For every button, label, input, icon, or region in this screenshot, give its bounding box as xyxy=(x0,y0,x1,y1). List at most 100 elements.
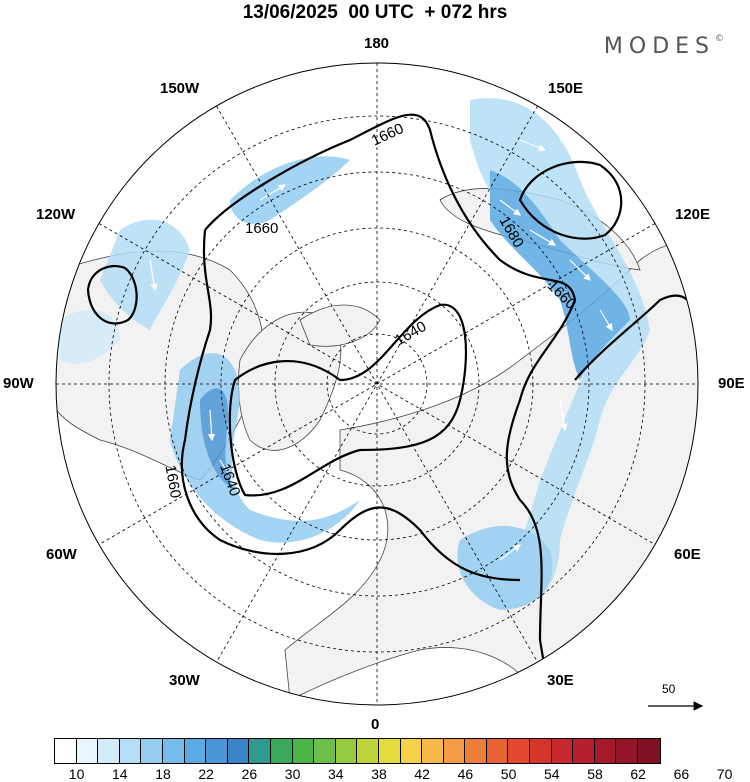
colorbar-tick-label: 62 xyxy=(630,766,646,782)
colorbar-tick-label: 58 xyxy=(587,766,603,782)
colorbar-swatch xyxy=(55,739,77,763)
contour-1680-loop xyxy=(518,160,623,240)
colorbar-tick-label: 18 xyxy=(155,766,171,782)
wind-arrow xyxy=(569,259,591,281)
jet-band-pacific xyxy=(230,156,350,224)
colorbar-swatch xyxy=(314,739,336,763)
meridian xyxy=(98,223,656,545)
jet-band-east xyxy=(470,98,650,602)
colorbar-tick-label: 70 xyxy=(716,766,733,782)
copyright-mark: © xyxy=(715,34,724,44)
colorbar-swatch xyxy=(119,739,142,763)
landmass-greenland xyxy=(238,311,342,451)
wind-arrow xyxy=(519,139,547,152)
colorbar-swatch xyxy=(551,739,574,763)
contour-label: 1660 xyxy=(161,464,184,500)
colorbar-swatch xyxy=(573,739,595,763)
contour-label: 1660 xyxy=(245,220,278,237)
lon-label-120w: 120W xyxy=(36,206,76,223)
colorbar-swatch xyxy=(594,739,617,763)
contour-small-loop xyxy=(86,264,138,325)
lon-label-0: 0 xyxy=(371,716,380,733)
jet-band-europe xyxy=(457,526,553,610)
colorbar-swatch xyxy=(400,739,423,763)
lon-label-60e: 60E xyxy=(674,546,701,563)
jet-band-west xyxy=(60,309,120,364)
chart-title: 13/06/2025 00 UTC + 072 hrs xyxy=(242,2,508,23)
meridian xyxy=(216,105,538,663)
colorbar-swatch xyxy=(184,739,207,763)
wind-arrow xyxy=(219,459,236,487)
colorbar-swatch xyxy=(508,739,531,763)
colorbar-swatch xyxy=(162,739,185,763)
lon-label-90w: 90W xyxy=(3,375,34,392)
colorbar-swatch xyxy=(270,739,293,763)
wind-arrow xyxy=(149,259,158,292)
wind-arrow xyxy=(559,399,568,432)
lon-label-180: 180 xyxy=(364,35,390,52)
colorbar-tick-label: 34 xyxy=(328,766,344,782)
lon-label-150w: 150W xyxy=(160,80,200,97)
wind-arrow xyxy=(269,509,302,518)
wind-arrow xyxy=(599,309,613,332)
colorbar-swatch xyxy=(465,739,487,763)
wind-speed-shading xyxy=(60,98,650,610)
contour-east-1660 xyxy=(574,294,698,381)
colorbar-tick-label: 46 xyxy=(457,766,474,782)
colorbar-swatch xyxy=(616,739,639,763)
jet-core-east xyxy=(490,170,630,380)
wind-arrow xyxy=(259,184,287,201)
colorbar-swatch xyxy=(206,739,228,763)
colorbar-tick-label: 50 xyxy=(500,766,517,782)
lon-label-30e: 30E xyxy=(547,672,574,689)
colorbar-swatch xyxy=(422,739,444,763)
wind-arrow xyxy=(559,139,587,152)
colorbar-tick-label: 22 xyxy=(198,766,214,782)
colorbar-swatch xyxy=(443,739,466,763)
landmass-arctic-islands xyxy=(299,304,381,347)
colorbar-swatch xyxy=(141,739,163,763)
lon-label-150e: 150E xyxy=(548,80,584,97)
geopotential-contours xyxy=(86,113,698,701)
colorbar-tick-label: 26 xyxy=(241,766,258,782)
wind-arrow xyxy=(499,544,521,561)
lon-label-90e: 90E xyxy=(718,375,745,392)
colorbar-swatch xyxy=(249,739,271,763)
jet-core-atlantic xyxy=(200,388,235,490)
wind-arrow xyxy=(529,229,557,246)
map-border xyxy=(55,62,699,706)
colorbar-swatch xyxy=(335,739,358,763)
colorbar-tick-label: 54 xyxy=(544,766,560,782)
contour-1660-main xyxy=(204,113,577,701)
colorbar-swatch xyxy=(638,739,660,763)
colorbar-swatch xyxy=(292,739,315,763)
colorbar xyxy=(54,738,661,764)
colorbar-swatch xyxy=(76,739,99,763)
contour-1660-south xyxy=(180,229,521,582)
colorbar-swatch xyxy=(378,739,401,763)
colorbar-swatch xyxy=(357,739,379,763)
colorbar-swatch xyxy=(227,739,250,763)
lon-label-60w: 60W xyxy=(46,546,77,563)
wind-arrow xyxy=(208,409,216,442)
lon-label-30w: 30W xyxy=(169,672,200,689)
meridian xyxy=(216,105,538,663)
colorbar-swatch xyxy=(486,739,509,763)
colorbar-swatch xyxy=(530,739,552,763)
colorbar-tick-label: 42 xyxy=(414,766,430,782)
colorbar-tick-label: 38 xyxy=(371,766,387,782)
graticule xyxy=(56,63,698,705)
wind-vectors xyxy=(149,139,613,561)
colorbar-tick-label: 66 xyxy=(673,766,690,782)
meridian xyxy=(98,223,656,545)
colorbar-tick-label: 10 xyxy=(68,766,85,782)
brand-name: MODES xyxy=(603,34,715,59)
colorbar-swatch xyxy=(98,739,120,763)
jet-band-north-america xyxy=(100,219,190,330)
wind-reference-value: 50 xyxy=(662,682,676,696)
modes-logo: MODES© xyxy=(604,34,724,59)
contour-1640 xyxy=(228,303,468,497)
lon-label-120e: 120E xyxy=(675,206,711,223)
wind-arrow xyxy=(499,199,521,216)
